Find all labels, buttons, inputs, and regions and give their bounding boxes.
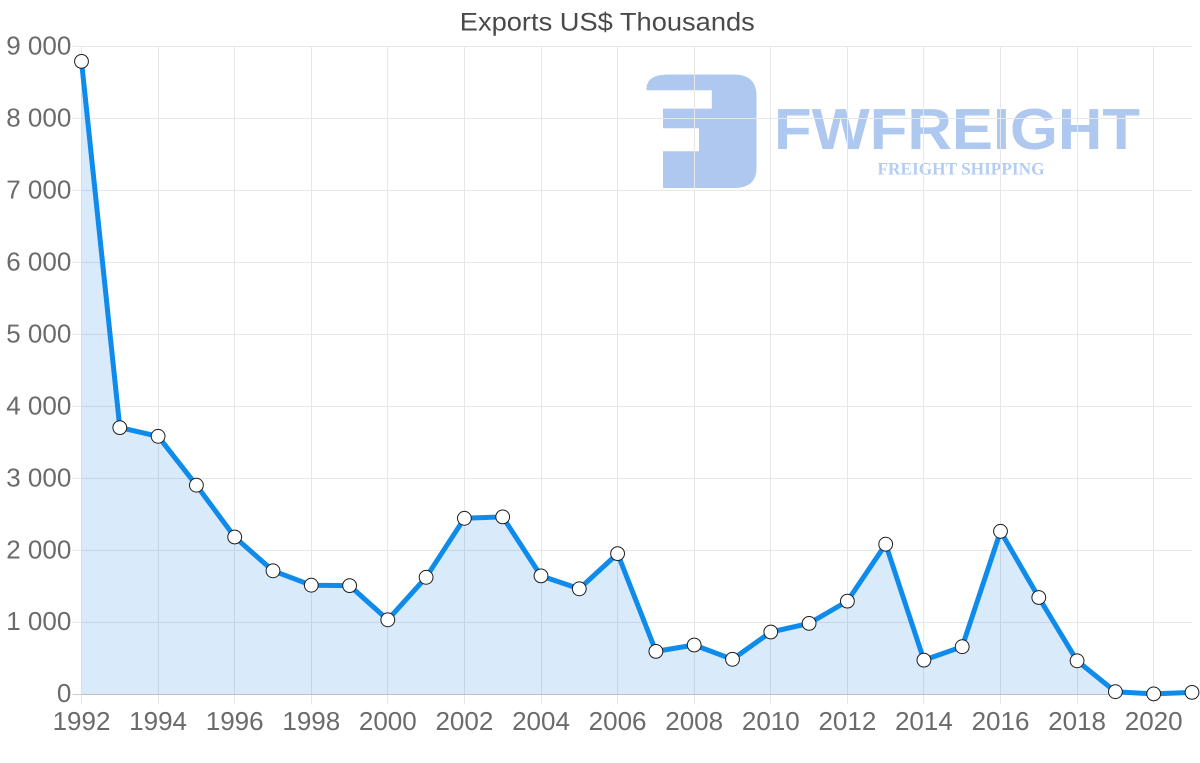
svg-text:1996: 1996 [206, 706, 264, 736]
svg-text:7 000: 7 000 [6, 175, 71, 205]
svg-text:2002: 2002 [435, 706, 493, 736]
svg-text:1994: 1994 [129, 706, 187, 736]
svg-text:2 000: 2 000 [6, 534, 71, 564]
svg-text:FREIGHT SHIPPING: FREIGHT SHIPPING [878, 158, 1045, 178]
svg-text:4 000: 4 000 [6, 390, 71, 420]
svg-text:0: 0 [57, 678, 71, 708]
svg-text:2004: 2004 [512, 706, 570, 736]
svg-text:8 000: 8 000 [6, 103, 71, 133]
svg-text:2012: 2012 [818, 706, 876, 736]
svg-text:2020: 2020 [1125, 706, 1183, 736]
svg-text:9 000: 9 000 [6, 31, 71, 61]
svg-text:1 000: 1 000 [6, 606, 71, 636]
svg-text:Exports US$ Thousands: Exports US$ Thousands [460, 9, 755, 37]
svg-text:5 000: 5 000 [6, 318, 71, 348]
svg-text:2018: 2018 [1048, 706, 1106, 736]
svg-text:2006: 2006 [589, 706, 647, 736]
svg-text:1992: 1992 [53, 706, 111, 736]
svg-text:2008: 2008 [665, 706, 723, 736]
svg-text:2000: 2000 [359, 706, 417, 736]
svg-text:1998: 1998 [282, 706, 340, 736]
svg-text:2010: 2010 [742, 706, 800, 736]
svg-text:FWFREIGHT: FWFREIGHT [774, 97, 1140, 162]
svg-text:2014: 2014 [895, 706, 953, 736]
svg-text:6 000: 6 000 [6, 247, 71, 277]
svg-text:3 000: 3 000 [6, 462, 71, 492]
svg-text:2016: 2016 [972, 706, 1030, 736]
